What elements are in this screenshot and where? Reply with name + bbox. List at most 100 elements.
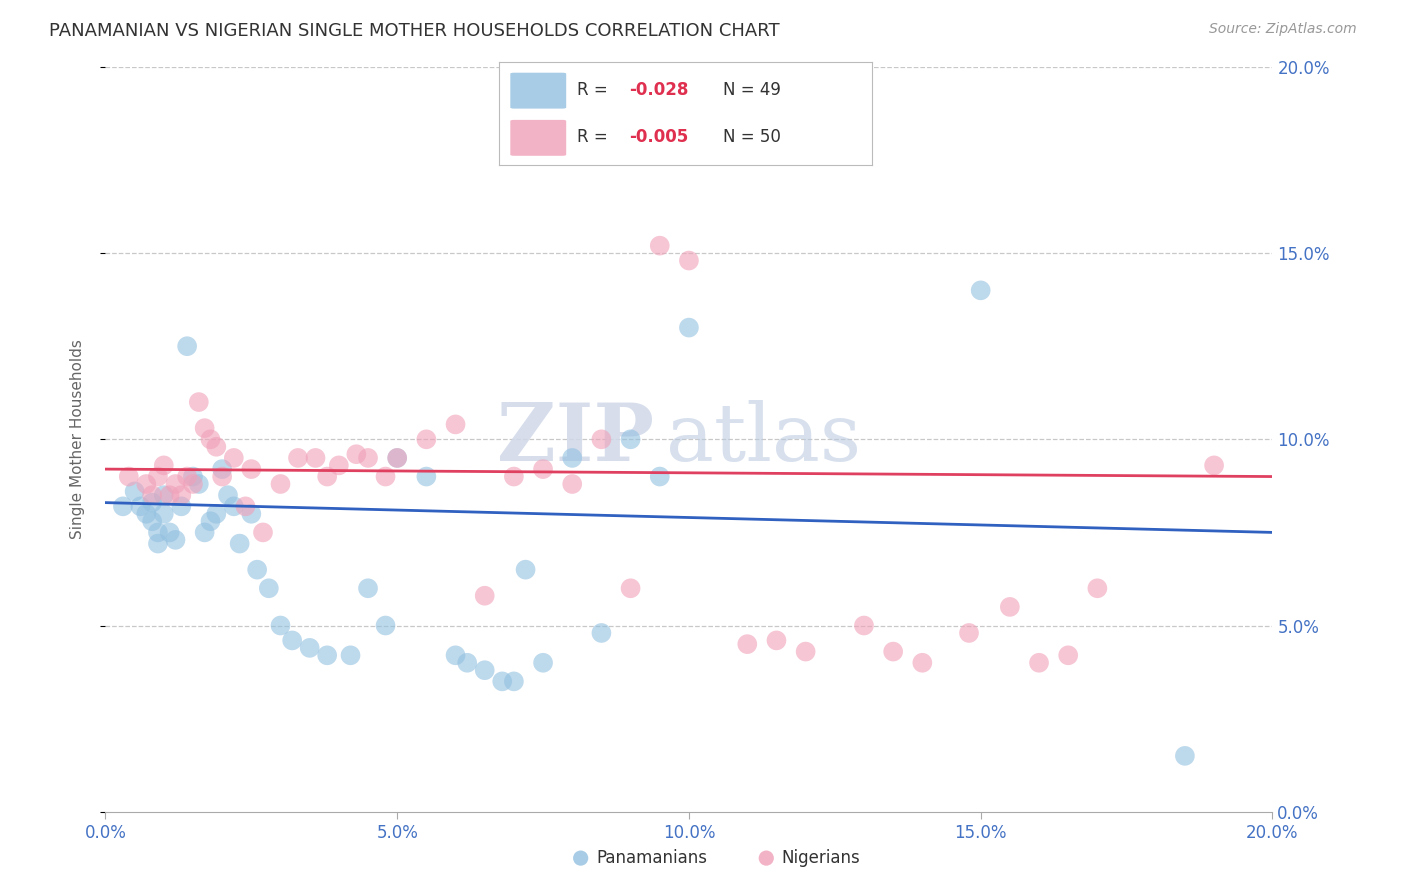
Point <box>1057 648 1080 663</box>
Point <box>153 507 174 521</box>
Text: ZIP: ZIP <box>496 401 654 478</box>
Point <box>194 421 217 435</box>
Point <box>240 507 263 521</box>
Point <box>228 536 250 550</box>
Point <box>146 469 169 483</box>
Point <box>211 462 233 476</box>
Point <box>153 458 174 473</box>
Point <box>170 488 193 502</box>
Point <box>569 851 592 865</box>
Point <box>648 238 671 252</box>
Point <box>502 674 524 689</box>
Point <box>619 433 641 447</box>
Point <box>135 477 157 491</box>
FancyBboxPatch shape <box>510 120 567 156</box>
Point <box>135 507 157 521</box>
Point <box>444 648 467 663</box>
Point <box>755 851 778 865</box>
Point <box>969 284 991 298</box>
Point <box>328 458 350 473</box>
Point <box>176 469 198 483</box>
Point <box>502 469 524 483</box>
Point <box>146 525 169 540</box>
Point <box>1028 656 1050 670</box>
Point <box>531 462 554 476</box>
Point <box>357 450 380 465</box>
Point <box>281 633 304 648</box>
Text: -0.028: -0.028 <box>630 81 689 99</box>
Point <box>146 536 169 550</box>
Point <box>240 462 263 476</box>
Point <box>444 417 467 432</box>
Point <box>385 450 408 465</box>
Point <box>287 450 309 465</box>
Point <box>415 469 437 483</box>
Point <box>474 663 496 677</box>
Text: Panamanians: Panamanians <box>596 849 707 867</box>
Point <box>531 656 554 670</box>
Point <box>269 477 292 491</box>
Point <box>129 500 152 514</box>
Point <box>205 507 228 521</box>
Point <box>415 433 437 447</box>
Point <box>246 563 269 577</box>
Point <box>200 433 222 447</box>
Point <box>298 640 321 655</box>
Point <box>187 395 209 409</box>
Point <box>257 582 280 596</box>
Point <box>339 648 361 663</box>
Point <box>561 450 583 465</box>
Point <box>1085 582 1108 596</box>
Point <box>269 618 292 632</box>
Point <box>1174 748 1197 763</box>
Point <box>222 450 245 465</box>
Point <box>515 563 537 577</box>
Point <box>882 644 904 658</box>
Point <box>153 488 174 502</box>
Point <box>561 477 583 491</box>
Text: N = 50: N = 50 <box>723 128 780 146</box>
Text: PANAMANIAN VS NIGERIAN SINGLE MOTHER HOUSEHOLDS CORRELATION CHART: PANAMANIAN VS NIGERIAN SINGLE MOTHER HOU… <box>49 22 780 40</box>
Text: atlas: atlas <box>665 401 860 478</box>
Point <box>794 644 817 658</box>
Point <box>316 648 339 663</box>
Text: Source: ZipAtlas.com: Source: ZipAtlas.com <box>1209 22 1357 37</box>
Point <box>165 533 187 547</box>
Point <box>1202 458 1225 473</box>
Text: R =: R = <box>578 128 613 146</box>
Point <box>374 469 396 483</box>
Point <box>194 525 217 540</box>
Point <box>124 484 146 499</box>
Point <box>165 477 187 491</box>
Point <box>252 525 274 540</box>
Point <box>235 500 257 514</box>
Point <box>591 433 613 447</box>
Point <box>159 525 181 540</box>
Point <box>619 582 641 596</box>
Point <box>957 626 980 640</box>
Point <box>737 637 759 651</box>
Point <box>911 656 934 670</box>
FancyBboxPatch shape <box>510 73 567 109</box>
Point <box>304 450 326 465</box>
Point <box>159 488 181 502</box>
Point <box>222 500 245 514</box>
Point <box>217 488 239 502</box>
Point <box>456 656 478 670</box>
Point <box>118 469 141 483</box>
Point <box>648 469 671 483</box>
Y-axis label: Single Mother Households: Single Mother Households <box>70 339 84 540</box>
Text: -0.005: -0.005 <box>630 128 689 146</box>
Text: N = 49: N = 49 <box>723 81 780 99</box>
Point <box>678 320 700 334</box>
Text: R =: R = <box>578 81 613 99</box>
Point <box>591 626 613 640</box>
Point <box>374 618 396 632</box>
Point <box>852 618 875 632</box>
Point <box>211 469 233 483</box>
Point <box>187 477 209 491</box>
Point <box>141 488 163 502</box>
Point <box>357 582 380 596</box>
Point <box>170 500 193 514</box>
Point <box>141 514 163 528</box>
